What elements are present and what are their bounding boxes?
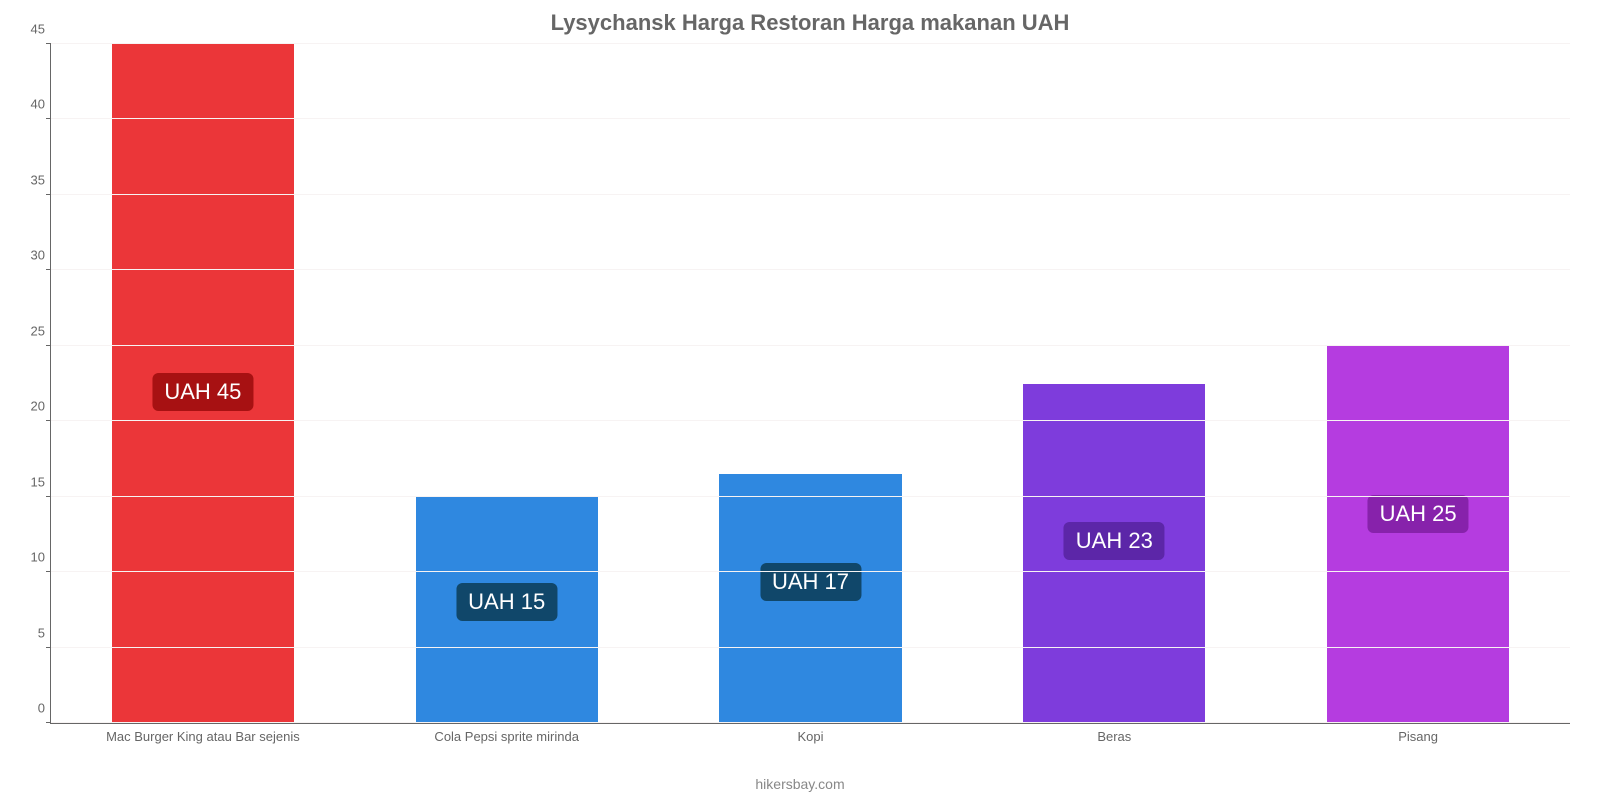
y-tick-mark <box>46 647 51 648</box>
y-tick-label: 10 <box>11 550 45 565</box>
x-axis-label: Mac Burger King atau Bar sejenis <box>106 729 300 744</box>
value-badge: UAH 17 <box>760 563 861 601</box>
gridline <box>51 647 1570 648</box>
gridline <box>51 43 1570 44</box>
chart-title: Lysychansk Harga Restoran Harga makanan … <box>50 10 1570 36</box>
chart-container: Lysychansk Harga Restoran Harga makanan … <box>0 0 1600 800</box>
y-tick-label: 20 <box>11 399 45 414</box>
y-tick-mark <box>46 269 51 270</box>
y-tick-label: 35 <box>11 172 45 187</box>
y-tick-label: 25 <box>11 323 45 338</box>
gridline <box>51 496 1570 497</box>
gridline <box>51 118 1570 119</box>
y-tick-mark <box>46 571 51 572</box>
y-tick-label: 15 <box>11 474 45 489</box>
gridline <box>51 722 1570 723</box>
value-badge: UAH 25 <box>1368 495 1469 533</box>
y-tick-label: 45 <box>11 22 45 37</box>
y-tick-mark <box>46 420 51 421</box>
y-tick-mark <box>46 118 51 119</box>
gridline <box>51 420 1570 421</box>
value-badge: UAH 45 <box>152 373 253 411</box>
x-axis-label: Cola Pepsi sprite mirinda <box>434 729 579 744</box>
attribution-text: hikersbay.com <box>0 776 1600 792</box>
y-tick-mark <box>46 345 51 346</box>
y-tick-mark <box>46 722 51 723</box>
y-tick-label: 0 <box>11 701 45 716</box>
value-badge: UAH 15 <box>456 583 557 621</box>
y-tick-mark <box>46 496 51 497</box>
gridline <box>51 345 1570 346</box>
gridline <box>51 269 1570 270</box>
y-tick-mark <box>46 43 51 44</box>
y-tick-label: 5 <box>11 625 45 640</box>
plot-area: UAH 45UAH 15UAH 17UAH 23UAH 25 Mac Burge… <box>50 44 1570 724</box>
y-tick-label: 30 <box>11 248 45 263</box>
x-axis-label: Beras <box>1097 729 1131 744</box>
x-axis-label: Pisang <box>1398 729 1438 744</box>
value-badge: UAH 23 <box>1064 522 1165 560</box>
bar <box>1327 346 1509 723</box>
y-tick-label: 40 <box>11 97 45 112</box>
y-tick-mark <box>46 194 51 195</box>
gridline <box>51 194 1570 195</box>
gridline <box>51 571 1570 572</box>
x-axis-label: Kopi <box>797 729 823 744</box>
bars-layer: UAH 45 UAH 15 UAH 17 UAH 23 UAH 25 <box>51 44 1570 723</box>
